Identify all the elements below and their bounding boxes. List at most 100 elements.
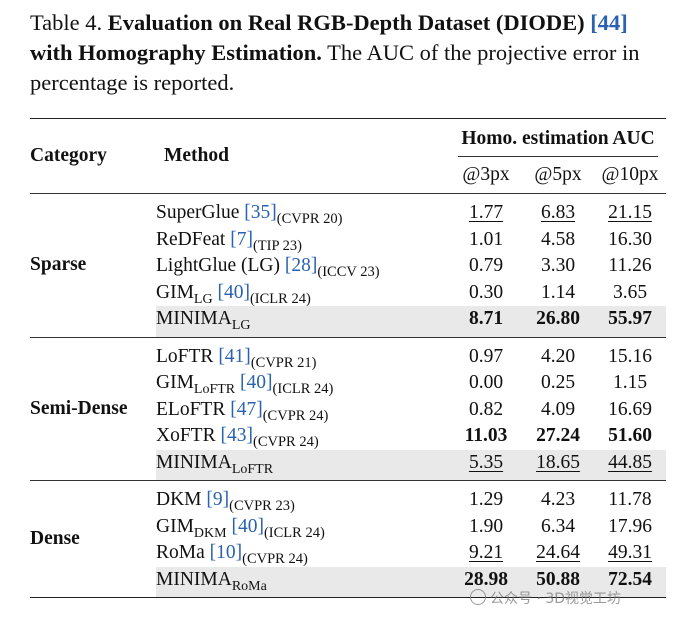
auc-group-label: Homo. estimation AUC bbox=[458, 128, 658, 157]
table-row: MINIMALG 8.71 26.80 55.97 bbox=[30, 306, 666, 337]
auc-value: 1.29 bbox=[468, 489, 504, 511]
table-row: XoFTR [43](CVPR 24) 11.03 27.24 51.60 bbox=[30, 423, 666, 450]
auc-value: 1.90 bbox=[468, 515, 504, 537]
method-name: XoFTR bbox=[156, 425, 221, 447]
citation-link[interactable]: [40] bbox=[217, 281, 250, 303]
caption-title-2: with Homography Estimation. bbox=[30, 40, 322, 65]
method-cell: MINIMALG bbox=[156, 306, 450, 337]
method-name: ReDFeat bbox=[156, 228, 231, 250]
citation-link[interactable]: [9] bbox=[206, 489, 230, 511]
auc-value: 50.88 bbox=[536, 568, 580, 590]
auc-value: 4.23 bbox=[540, 489, 576, 511]
auc-value: 0.30 bbox=[468, 281, 504, 303]
auc-10px-cell: 17.96 bbox=[594, 514, 666, 541]
auc-value: 4.09 bbox=[540, 398, 576, 420]
method-subscript: DKM bbox=[193, 525, 227, 541]
method-header: Method bbox=[164, 145, 229, 166]
auc-value: 16.30 bbox=[608, 228, 652, 250]
venue-label: (CVPR 24) bbox=[262, 407, 329, 424]
method-name: MINIMA bbox=[156, 568, 232, 590]
venue-label: (TIP 23) bbox=[252, 237, 302, 254]
auc-10px-cell: 21.15 bbox=[594, 194, 666, 227]
caption-ref[interactable]: [44] bbox=[590, 10, 628, 35]
method-name: LoFTR bbox=[156, 345, 219, 367]
auc-5px-cell: 50.88 bbox=[522, 566, 594, 598]
method-cell: GIMDKM [40](ICLR 24) bbox=[156, 514, 450, 541]
auc-5px-cell: 27.24 bbox=[522, 423, 594, 450]
auc-value: 6.34 bbox=[540, 515, 576, 537]
auc-value: 1.77 bbox=[468, 202, 504, 224]
auc-10px-cell: 11.26 bbox=[594, 253, 666, 280]
auc-value: 28.98 bbox=[464, 568, 508, 590]
table-row: GIMLG [40](ICLR 24) 0.30 1.14 3.65 bbox=[30, 280, 666, 307]
category-header: Category bbox=[30, 145, 107, 166]
auc-3px-cell: 1.29 bbox=[450, 481, 522, 514]
citation-link[interactable]: [40] bbox=[231, 515, 264, 537]
auc-value: 55.97 bbox=[608, 308, 652, 330]
auc-10px-cell: 11.78 bbox=[594, 481, 666, 514]
venue-label: (CVPR 24) bbox=[252, 434, 319, 451]
citation-link[interactable]: [35] bbox=[244, 202, 277, 224]
auc-value: 18.65 bbox=[536, 451, 580, 473]
auc-value: 11.26 bbox=[608, 255, 652, 277]
method-subscript: LG bbox=[231, 318, 251, 334]
auc-3px-cell: 0.00 bbox=[450, 370, 522, 397]
auc-3px-cell: 8.71 bbox=[450, 306, 522, 337]
auc-3px-cell: 9.21 bbox=[450, 540, 522, 567]
method-cell: ReDFeat [7](TIP 23) bbox=[156, 227, 450, 254]
table-row: ReDFeat [7](TIP 23) 1.01 4.58 16.30 bbox=[30, 227, 666, 254]
citation-link[interactable]: [7] bbox=[230, 228, 253, 250]
method-cell: ELoFTR [47](CVPR 24) bbox=[156, 397, 450, 424]
caption-title: Evaluation on Real RGB-Depth Dataset (DI… bbox=[107, 10, 585, 35]
auc-value: 21.15 bbox=[608, 202, 652, 224]
auc-5px-cell: 4.09 bbox=[522, 397, 594, 424]
method-cell: GIMLoFTR [40](ICLR 24) bbox=[156, 370, 450, 397]
auc-value: 5.35 bbox=[468, 451, 504, 473]
auc-value: 72.54 bbox=[608, 568, 652, 590]
auc-value: 15.16 bbox=[608, 345, 652, 367]
auc-5px-cell: 6.83 bbox=[522, 194, 594, 227]
results-table: Category Method Homo. estimation AUC @3p… bbox=[30, 118, 666, 598]
auc-5px-cell: 3.30 bbox=[522, 253, 594, 280]
auc-value: 4.58 bbox=[540, 228, 576, 250]
method-name: GIM bbox=[156, 372, 194, 394]
auc-value: 0.97 bbox=[468, 345, 504, 367]
table-row: LightGlue (LG) [28](ICCV 23) 0.79 3.30 11.2… bbox=[30, 253, 666, 280]
auc-5px-cell: 4.58 bbox=[522, 227, 594, 254]
auc-5px-cell: 0.25 bbox=[522, 370, 594, 397]
method-subscript: LG bbox=[193, 291, 213, 307]
auc-value: 8.71 bbox=[468, 308, 504, 330]
auc-3px-cell: 1.77 bbox=[450, 194, 522, 227]
auc-3px-cell: 0.97 bbox=[450, 337, 522, 370]
citation-link[interactable]: [10] bbox=[209, 542, 243, 564]
citation-link[interactable]: [28] bbox=[284, 255, 318, 277]
category-cell: Semi-Dense bbox=[30, 397, 128, 419]
citation-link[interactable]: [47] bbox=[230, 398, 263, 420]
auc-value: 9.21 bbox=[468, 542, 504, 564]
citation-link[interactable]: [41] bbox=[218, 345, 251, 367]
method-cell: SuperGlue [35](CVPR 20) bbox=[156, 194, 450, 227]
table-row: Dense DKM [9](CVPR 23) 1.29 4.23 11.78 bbox=[30, 480, 666, 549]
auc-10px-cell: 15.16 bbox=[594, 337, 666, 370]
table-caption: Table 4. Evaluation on Real RGB-Depth Da… bbox=[30, 8, 666, 98]
citation-link[interactable]: [43] bbox=[220, 425, 253, 447]
table-row: Sparse SuperGlue [35](CVPR 20) 1.77 6.83 21.… bbox=[30, 193, 666, 275]
method-name: SuperGlue bbox=[156, 202, 245, 224]
caption-label: Table 4. bbox=[30, 10, 103, 35]
auc-5px-cell: 6.34 bbox=[522, 514, 594, 541]
method-cell: MINIMALoFTR bbox=[156, 449, 450, 481]
auc-3px-cell: 1.90 bbox=[450, 514, 522, 541]
auc-value: 11.03 bbox=[464, 425, 508, 447]
auc-3px-cell: 0.79 bbox=[450, 253, 522, 280]
method-name: MINIMA bbox=[156, 308, 232, 330]
table-row: MINIMARoMa 28.98 50.88 72.54 bbox=[30, 566, 666, 598]
venue-label: (ICLR 24) bbox=[263, 524, 325, 541]
table-row: RoMa [10](CVPR 24) 9.21 24.64 49.31 bbox=[30, 540, 666, 567]
method-cell: RoMa [10](CVPR 24) bbox=[156, 540, 450, 567]
auc-value: 3.30 bbox=[540, 255, 576, 277]
auc-value: 1.15 bbox=[612, 372, 648, 394]
auc-value: 24.64 bbox=[536, 542, 580, 564]
auc-10px-cell: 49.31 bbox=[594, 540, 666, 567]
category-cell: Sparse bbox=[30, 254, 87, 276]
citation-link[interactable]: [40] bbox=[240, 372, 273, 394]
